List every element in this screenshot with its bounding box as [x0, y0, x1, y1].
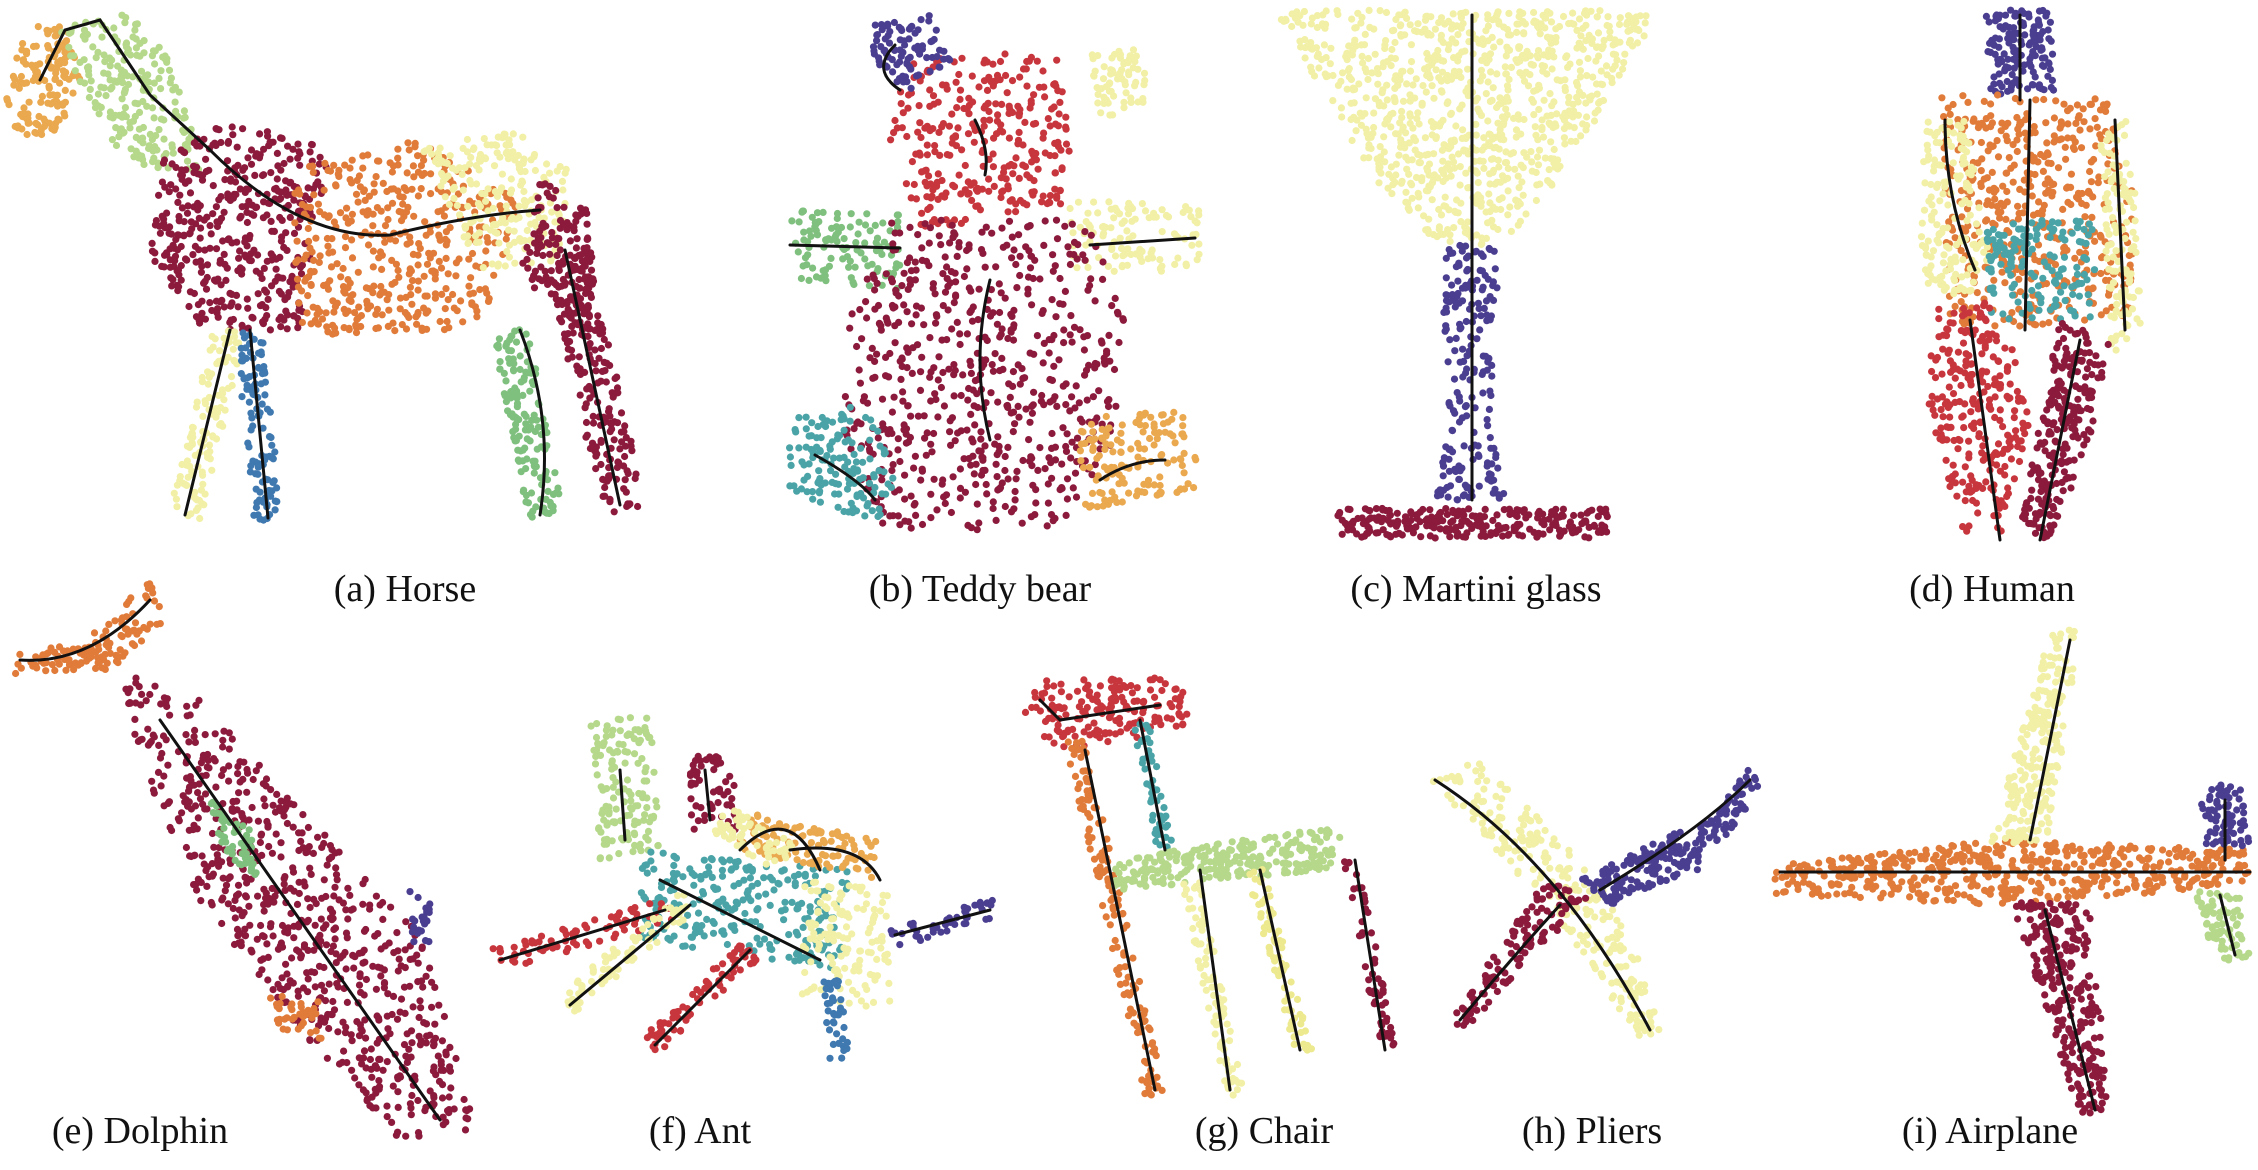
- point-cloud-e-fin-right: [406, 888, 434, 946]
- skeleton-curve-f-3: [658, 878, 822, 962]
- point-cloud-g-leg-front-left: [1180, 879, 1246, 1099]
- point-cloud-f-leg-7: [820, 977, 852, 1062]
- skeleton-curve-i-3: [2043, 908, 2097, 1112]
- caption-b: (b) Teddy bear: [868, 568, 1092, 610]
- point-cloud-f-leg-5: [711, 807, 796, 868]
- skeleton-curve-b-2: [973, 118, 988, 177]
- skeleton-curve-h-1: [1433, 778, 1652, 1032]
- caption-a: (a) Horse: [333, 568, 477, 610]
- point-cloud-d-leg-left: [1925, 299, 2032, 535]
- skeleton-curve-f-5: [568, 903, 692, 1007]
- skeleton-curve-a-3: [183, 328, 232, 517]
- skeleton-curve-d-3: [2113, 118, 2127, 332]
- skeleton-curve-g-1: [1038, 698, 1162, 722]
- point-cloud-a-leg-back-right: [547, 244, 642, 516]
- point-cloud-b-ear-left: [869, 12, 954, 92]
- point-cloud-b-foot-left: [786, 403, 897, 521]
- point-cloud-a-torso-front: [148, 123, 330, 334]
- skeleton-curve-e-1: [18, 598, 152, 662]
- skeleton-curve-g-4: [1198, 868, 1232, 1092]
- skeleton-curve-g-3: [1138, 718, 1167, 852]
- skeleton-curve-d-2: [1943, 118, 1977, 272]
- point-cloud-e-tail: [12, 580, 164, 678]
- skeleton-curve-a-4: [248, 328, 270, 520]
- skeleton-curve-g-5: [1258, 868, 1302, 1052]
- caption-g: (g) Chair: [1194, 1110, 1334, 1152]
- skeleton-curve-b-5: [978, 278, 992, 442]
- point-cloud-f-head: [587, 714, 662, 863]
- caption-c: (c) Martini glass: [1350, 568, 1602, 610]
- point-cloud-c-base: [1334, 504, 1611, 542]
- skeleton-curve-b-3: [788, 243, 902, 250]
- point-cloud-e-body: [122, 674, 474, 1140]
- caption-d: (d) Human: [1909, 568, 2075, 610]
- skeleton-curve-h-2: [1598, 778, 1752, 892]
- skeleton-curve-i-2: [2028, 638, 2072, 842]
- skeleton-curve-b-4: [1088, 236, 1197, 247]
- point-cloud-b-body: [840, 216, 1127, 534]
- skeleton-curve-d-5: [1968, 318, 2002, 542]
- caption-e: (e) Dolphin: [51, 1110, 229, 1152]
- point-cloud-a-leg-back-left: [493, 326, 563, 521]
- skeleton-curve-f-8: [788, 846, 882, 882]
- point-cloud-a-torso-mid: [291, 139, 519, 338]
- point-cloud-b-head: [887, 50, 1073, 230]
- skeleton-curve-f-2: [703, 768, 712, 822]
- point-cloud-d-head: [1982, 6, 2058, 98]
- skeleton-curve-f-9: [893, 908, 992, 937]
- caption-f: (f) Ant: [648, 1110, 752, 1152]
- point-cloud-i-wing-top: [1988, 626, 2078, 847]
- point-cloud-g-back-leg-left: [1064, 737, 1166, 1099]
- skeleton-curve-a-6: [563, 248, 622, 507]
- point-cloud-h-handle-right: [1579, 766, 1762, 907]
- point-cloud-d-waist: [1983, 217, 2099, 323]
- skeleton-curve-i-5: [2218, 893, 2237, 957]
- point-cloud-g-seat: [1111, 826, 1344, 893]
- point-cloud-f-antenna: [686, 752, 742, 834]
- point-cloud-e-fin-bottom: [267, 992, 325, 1042]
- point-cloud-b-foot-right: [1076, 408, 1200, 511]
- point-cloud-a-torso-back: [420, 130, 570, 272]
- skeleton-curve-h-3: [1458, 903, 1562, 1022]
- point-cloud-f-leg-2: [564, 891, 691, 1015]
- skeleton-curve-b-7: [1098, 458, 1167, 482]
- skeleton-curve-g-6: [1353, 858, 1387, 1052]
- skeleton-curve-d-4: [2023, 98, 2032, 332]
- skeleton-curve-a-1: [38, 18, 212, 152]
- skeleton-curve-g-2: [1083, 748, 1157, 1092]
- caption-h: (h) Pliers: [1521, 1110, 1663, 1152]
- point-cloud-c-bowl: [1277, 6, 1650, 249]
- point-cloud-b-arm-left: [788, 207, 904, 293]
- skeleton-curve-f-6: [653, 948, 752, 1047]
- point-cloud-f-abdomen: [798, 878, 894, 1010]
- caption-i: (i) Airplane: [1901, 1110, 2079, 1152]
- point-cloud-b-ear-right: [1088, 46, 1149, 119]
- point-cloud-i-wing-bottom: [2012, 899, 2110, 1117]
- skeleton-curve-d-6: [2038, 338, 2082, 542]
- point-cloud-g-headrest: [1021, 674, 1191, 751]
- skeleton-curve-a-5: [518, 328, 546, 517]
- point-cloud-a-rump: [519, 180, 598, 324]
- skeleton-curve-f-4: [498, 908, 667, 962]
- point-cloud-b-arm-right: [1066, 198, 1203, 275]
- point-cloud-h-jaw-left: [1453, 882, 1590, 1029]
- skeleton-curve-f-7: [738, 827, 822, 872]
- point-cloud-a-head: [3, 23, 84, 139]
- skeleton-curve-f-1: [618, 768, 627, 842]
- point-cloud-d-leg-right: [2019, 320, 2112, 542]
- skeleton-curve-b-6: [813, 453, 877, 502]
- skeleton-curve-e-2: [158, 718, 442, 1122]
- point-cloud-i-fuselage: [1771, 837, 2252, 908]
- point-cloud-i-tail-bottom: [2193, 888, 2253, 964]
- skeleton-curve-b-1: [882, 43, 902, 92]
- skeleton-curve-a-2: [208, 148, 542, 237]
